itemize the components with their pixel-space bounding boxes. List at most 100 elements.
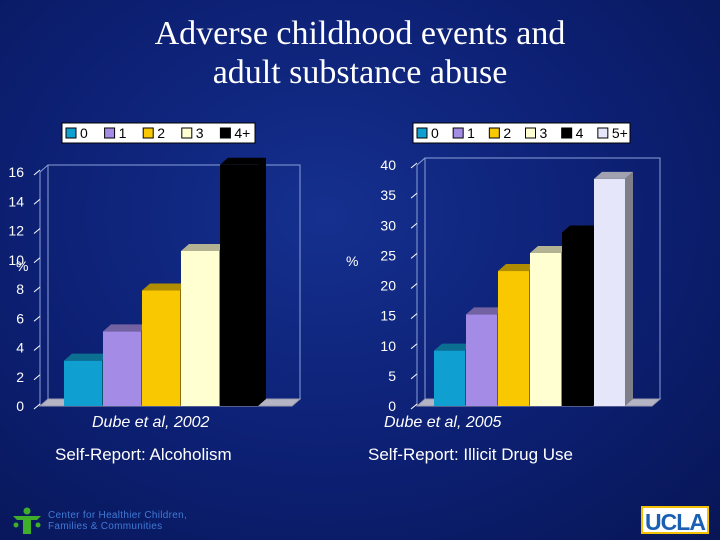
- alcohol-y-tick-label: 0: [16, 398, 24, 414]
- alcohol-y-tick-label: 8: [16, 281, 24, 297]
- title-line-2: adult substance abuse: [212, 54, 508, 91]
- alcohol-bar-top: [220, 157, 266, 165]
- drug-y-tick: [410, 252, 418, 259]
- drug-bar-top: [562, 225, 601, 233]
- drug-wall-edge: [416, 157, 426, 166]
- drug-y-axis-label: %: [346, 253, 358, 269]
- alcohol-legend-swatch: [104, 127, 116, 139]
- title-line-1: Adverse childhood events and: [154, 15, 566, 52]
- alcohol-bar-front: [103, 331, 141, 406]
- drug-bar-front: [530, 252, 561, 406]
- drug-bar-top: [594, 171, 633, 179]
- drug-bar-top: [530, 245, 569, 253]
- drug-legend-swatch: [525, 127, 536, 139]
- drug-y-tick-label: 15: [380, 308, 396, 324]
- drug-y-tick-label: 5: [388, 368, 396, 384]
- drug-caption: Self-Report: Illicit Drug Use: [368, 445, 574, 464]
- alcohol-wall-edge: [39, 164, 49, 173]
- drug-legend-swatch: [597, 127, 609, 139]
- drug-y-tick-label: 10: [380, 338, 396, 354]
- drug-bar-front: [498, 271, 529, 406]
- alcohol-y-tick: [33, 286, 41, 293]
- drug-bar-top: [434, 343, 473, 351]
- org-footer: Center for Healthier Children, Families …: [10, 506, 187, 536]
- drug-y-tick: [410, 343, 418, 350]
- drug-legend-label: 4: [576, 125, 584, 141]
- org-name-line-1: Center for Healthier Children,: [48, 510, 188, 521]
- alcohol-y-tick: [33, 403, 41, 410]
- alcohol-legend-label: 0: [80, 125, 88, 141]
- drug-bar-front: [434, 350, 465, 406]
- drug-y-tick-label: 0: [388, 398, 396, 414]
- alcohol-y-tick-label: 6: [16, 310, 24, 326]
- drug-legend-swatch: [488, 127, 500, 139]
- alcohol-bar-top: [103, 324, 149, 332]
- alcohol-bar-top: [64, 353, 110, 361]
- alcohol-legend-swatch: [181, 127, 193, 139]
- alcohol-y-tick: [33, 257, 41, 264]
- alcohol-bar-front: [181, 250, 219, 406]
- alcohol-y-tick-label: 12: [8, 223, 24, 239]
- alcohol-bar-side: [258, 157, 266, 406]
- alcohol-legend-swatch: [65, 127, 77, 139]
- alcohol-bar-top: [181, 243, 227, 251]
- alcohol-y-axis-label: %: [16, 258, 28, 274]
- drug-bar-front: [466, 314, 497, 406]
- drug-y-tick: [410, 283, 418, 289]
- alcohol-y-tick: [33, 315, 41, 322]
- family-logo-icon: [13, 507, 41, 534]
- alcohol-y-tick: [33, 198, 41, 205]
- drug-bar-5+: [594, 171, 633, 406]
- alcohol-bar-top: [142, 283, 188, 291]
- drug-bar-side: [625, 171, 633, 406]
- alcohol-y-tick: [33, 345, 41, 351]
- alcohol-bar-front: [220, 164, 258, 406]
- ucla-logo: UCLA: [641, 506, 709, 535]
- alcohol-y-tick-label: 16: [8, 164, 24, 180]
- drug-bar-front: [562, 232, 593, 406]
- drug-legend-label: 0: [431, 125, 439, 141]
- alcohol-legend-label: 2: [157, 125, 165, 141]
- drug-y-tick-label: 25: [380, 247, 396, 263]
- drug-y-tick: [410, 403, 418, 410]
- alcohol-y-tick-label: 2: [16, 369, 24, 385]
- org-name-line-2: Families & Communities: [48, 521, 163, 532]
- alcohol-bar-front: [142, 290, 180, 406]
- alcohol-legend-label: 1: [119, 125, 127, 141]
- alcohol-legend-swatch: [219, 127, 231, 139]
- drug-legend-label: 2: [503, 125, 511, 141]
- drug-y-tick: [410, 192, 418, 199]
- alcohol-legend-swatch: [142, 127, 154, 139]
- drug-legend-label: 5+: [612, 125, 628, 141]
- drug-citation: Dube et al, 2005: [384, 414, 502, 431]
- drug-legend-swatch: [561, 127, 573, 139]
- drug-y-tick-label: 30: [380, 217, 396, 233]
- drug-legend-swatch: [416, 127, 428, 139]
- drug-y-tick: [410, 313, 418, 320]
- alcohol-y-tick: [33, 228, 41, 234]
- drug-y-tick: [410, 222, 418, 229]
- alcohol-bar-front: [64, 360, 102, 406]
- alcoholism-caption: Self-Report: Alcoholism: [55, 445, 232, 464]
- alcohol-bar-1: [103, 324, 149, 406]
- drug-y-tick-label: 40: [380, 157, 396, 173]
- drug-y-tick: [410, 373, 418, 380]
- drug-bar-top: [498, 264, 537, 272]
- drug-y-tick: [410, 162, 418, 169]
- alcohol-legend-label: 3: [196, 125, 204, 141]
- drug-legend-label: 1: [467, 125, 475, 141]
- drug-y-tick-label: 35: [380, 187, 396, 203]
- drug-bar-4: [562, 225, 601, 406]
- drug-legend-swatch: [452, 127, 464, 139]
- org-name: Center for Healthier Children, Families …: [48, 510, 187, 532]
- alcohol-y-tick-label: 4: [16, 340, 24, 356]
- drug-bar-top: [466, 307, 505, 315]
- alcohol-y-tick: [33, 374, 41, 381]
- alcoholism-citation: Dube et al, 2002: [92, 414, 210, 431]
- drug-legend-box: [412, 122, 631, 144]
- alcohol-legend-label: 4+: [234, 125, 250, 141]
- alcohol-bar-4+: [220, 157, 266, 406]
- alcohol-y-tick: [33, 169, 41, 176]
- slide-title: Adverse childhood events and adult subst…: [60, 14, 660, 92]
